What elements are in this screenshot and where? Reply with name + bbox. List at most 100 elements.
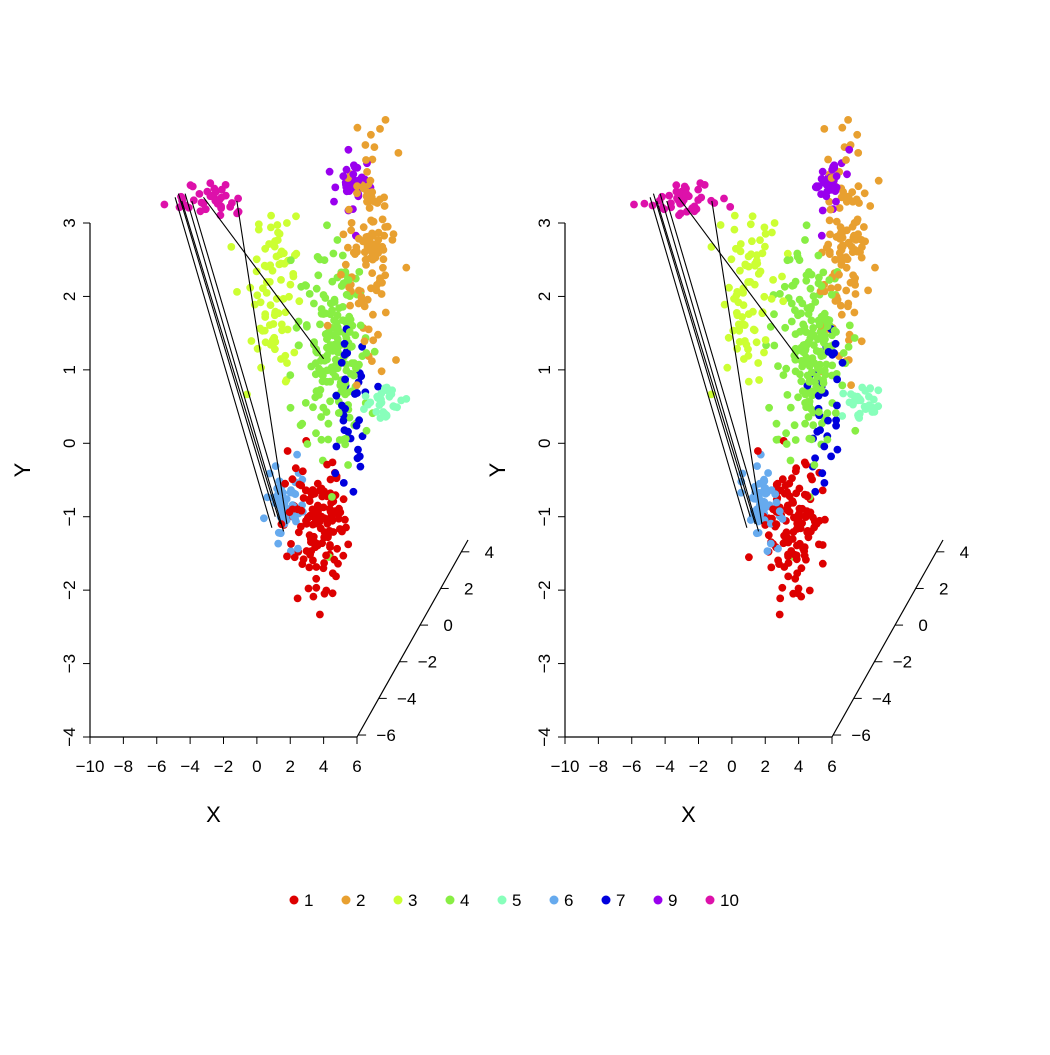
point-series-3 xyxy=(272,252,281,261)
z-tick-label: −6 xyxy=(851,726,870,745)
point-series-2 xyxy=(842,286,851,295)
point-series-3 xyxy=(758,309,767,318)
point-series-9 xyxy=(344,145,353,154)
point-series-4 xyxy=(808,354,817,362)
point-series-1 xyxy=(297,481,306,490)
point-series-5 xyxy=(855,414,864,422)
legend-marker xyxy=(549,895,559,905)
point-series-3 xyxy=(733,288,742,296)
point-series-2 xyxy=(848,197,857,206)
point-series-3 xyxy=(736,266,744,275)
point-series-3 xyxy=(233,288,241,296)
point-series-2 xyxy=(857,253,866,262)
point-series-4 xyxy=(798,362,807,371)
y-tick-label: −4 xyxy=(60,727,79,746)
point-series-4 xyxy=(328,493,336,501)
point-series-7 xyxy=(341,375,349,384)
point-series-2 xyxy=(347,226,355,235)
point-series-1 xyxy=(783,505,791,514)
point-series-2 xyxy=(353,182,361,191)
point-series-9 xyxy=(823,180,832,189)
point-series-4 xyxy=(804,413,813,421)
point-series-1 xyxy=(802,460,810,469)
point-series-4 xyxy=(786,403,795,412)
point-series-2 xyxy=(352,243,361,252)
point-series-3 xyxy=(274,228,282,237)
legend-label: 3 xyxy=(408,891,417,910)
point-series-4 xyxy=(798,387,807,396)
point-series-4 xyxy=(828,361,837,370)
point-series-1 xyxy=(312,583,321,592)
point-series-2 xyxy=(858,243,866,252)
point-series-2 xyxy=(363,168,371,176)
point-series-1 xyxy=(305,563,314,572)
z-tick-label: −6 xyxy=(376,726,395,745)
z-tick-label: 2 xyxy=(939,579,948,598)
point-series-4 xyxy=(338,251,347,260)
point-series-2 xyxy=(360,302,369,311)
legend-label: 6 xyxy=(564,891,573,910)
point-series-1 xyxy=(791,574,800,583)
point-series-3 xyxy=(292,212,300,221)
point-series-2 xyxy=(380,231,389,240)
point-series-4 xyxy=(783,256,792,265)
point-series-1 xyxy=(798,504,807,513)
point-series-3 xyxy=(752,338,761,347)
point-series-4 xyxy=(314,271,323,280)
point-series-2 xyxy=(371,253,380,262)
point-series-3 xyxy=(254,220,263,229)
point-series-2 xyxy=(837,243,845,252)
point-series-4 xyxy=(839,349,848,357)
point-series-10 xyxy=(690,207,699,216)
point-series-4 xyxy=(850,334,859,342)
point-series-4 xyxy=(302,321,311,329)
y-tick-label: −2 xyxy=(535,580,554,599)
point-series-3 xyxy=(744,278,752,286)
point-series-4 xyxy=(794,393,802,402)
point-series-3 xyxy=(770,219,779,227)
point-series-1 xyxy=(287,540,295,548)
point-series-1 xyxy=(305,497,314,505)
legend-label: 10 xyxy=(720,891,739,910)
point-series-10 xyxy=(160,200,169,209)
point-series-5 xyxy=(389,402,398,411)
point-series-1 xyxy=(797,564,806,573)
point-series-3 xyxy=(283,219,291,227)
point-series-3 xyxy=(779,297,788,306)
point-series-3 xyxy=(744,252,753,261)
legend-marker xyxy=(601,895,611,905)
point-series-4 xyxy=(816,333,825,342)
point-series-1 xyxy=(316,486,324,495)
point-series-7 xyxy=(339,479,348,487)
point-series-4 xyxy=(779,371,788,379)
point-series-1 xyxy=(320,528,329,537)
point-series-2 xyxy=(851,290,860,298)
point-series-3 xyxy=(268,336,277,344)
point-series-10 xyxy=(672,181,681,190)
point-series-7 xyxy=(832,416,840,425)
point-series-6 xyxy=(774,544,782,553)
connecting-line xyxy=(174,197,273,528)
point-series-6 xyxy=(274,528,283,537)
point-series-1 xyxy=(291,464,300,473)
point-series-4 xyxy=(823,435,832,444)
z-tick-label: 0 xyxy=(443,616,452,635)
point-series-6 xyxy=(274,539,283,548)
point-series-3 xyxy=(289,272,298,281)
point-series-3 xyxy=(744,351,753,360)
point-series-9 xyxy=(817,231,826,240)
point-series-2 xyxy=(874,176,883,185)
point-series-1 xyxy=(334,559,342,568)
point-series-6 xyxy=(760,477,769,486)
point-series-10 xyxy=(694,185,703,194)
point-series-4 xyxy=(328,347,337,355)
point-series-2 xyxy=(861,237,869,246)
point-series-4 xyxy=(345,328,354,336)
point-series-2 xyxy=(380,202,389,210)
point-series-10 xyxy=(210,184,219,193)
point-series-10 xyxy=(682,190,691,198)
point-series-4 xyxy=(810,461,819,469)
point-series-2 xyxy=(871,263,879,272)
point-series-2 xyxy=(825,250,834,258)
point-series-7 xyxy=(814,391,823,400)
